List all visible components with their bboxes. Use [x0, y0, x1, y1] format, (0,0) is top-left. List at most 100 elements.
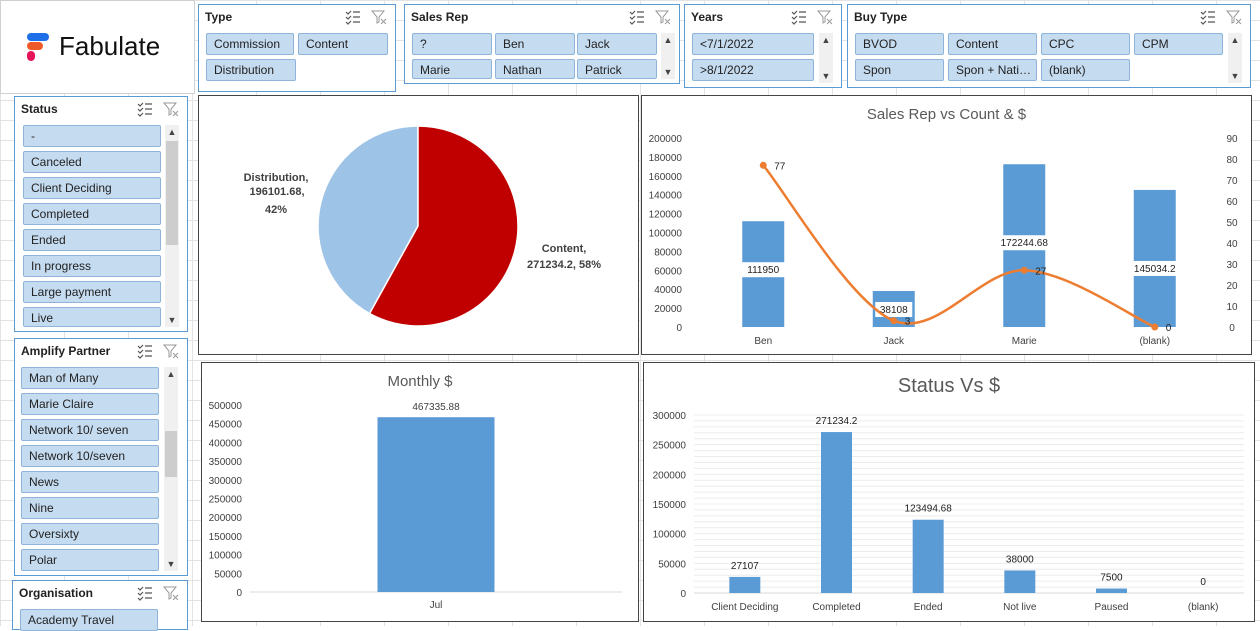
slicer-amplify-partner: Amplify Partner Man of Many Marie Claire…	[14, 338, 188, 576]
slicer-item[interactable]: Polar	[21, 549, 159, 571]
line-point	[1151, 323, 1159, 331]
slicer-item[interactable]: Large payment	[23, 281, 161, 303]
slicer-item[interactable]: BVOD	[855, 33, 944, 55]
clear-filter-icon[interactable]	[371, 9, 387, 25]
slicer-scrollbar[interactable]: ▲ ▼	[1228, 33, 1242, 83]
data-label: 0	[1200, 577, 1206, 588]
slicer-item[interactable]: Ben	[495, 33, 575, 55]
clear-filter-icon[interactable]	[1226, 9, 1242, 25]
scroll-thumb[interactable]	[166, 141, 178, 245]
slicer-item[interactable]: Oversixty	[21, 523, 159, 545]
clear-filter-icon[interactable]	[655, 9, 671, 25]
y-tick-label: 40000	[654, 285, 682, 296]
slicer-item[interactable]: Man of Many	[21, 367, 159, 389]
slicer-item[interactable]: Marie Claire	[21, 393, 159, 415]
slicer-organisation: Organisation Academy Travel	[12, 580, 188, 631]
multi-select-icon[interactable]	[137, 585, 153, 601]
data-label-box	[875, 301, 913, 317]
scroll-up-icon[interactable]: ▲	[1230, 35, 1240, 45]
data-label: 111950	[747, 265, 779, 276]
y-tick-label: 200000	[653, 470, 687, 481]
line-label: 3	[905, 317, 911, 328]
slicer-item[interactable]: Network 10/ seven	[21, 419, 159, 441]
slicer-item[interactable]: Patrick	[577, 59, 657, 79]
slicer-item[interactable]: <7/1/2022	[692, 33, 814, 55]
slicer-item[interactable]: >8/1/2022	[692, 59, 814, 81]
slicer-title: Organisation	[19, 586, 94, 600]
slicer-scrollbar[interactable]: ▲ ▼	[164, 367, 178, 571]
slicer-item[interactable]: Nine	[21, 497, 159, 519]
slicer-item[interactable]: CPM	[1134, 33, 1223, 55]
slicer-item[interactable]: Spon	[855, 59, 944, 81]
scroll-down-icon[interactable]: ▼	[821, 71, 831, 81]
scroll-up-icon[interactable]: ▲	[663, 35, 673, 45]
slicer-scrollbar[interactable]: ▲ ▼	[819, 33, 833, 83]
slicer-item[interactable]: Marie	[412, 59, 492, 79]
chart-title: Monthly $	[387, 373, 453, 390]
scroll-up-icon[interactable]: ▲	[166, 369, 176, 379]
clear-filter-icon[interactable]	[163, 585, 179, 601]
slicer-item[interactable]: Client Deciding	[23, 177, 161, 199]
clear-filter-icon[interactable]	[163, 343, 179, 359]
slicer-item[interactable]: Commission	[206, 33, 294, 55]
slicer-item[interactable]: In progress	[23, 255, 161, 277]
multi-select-icon[interactable]	[137, 343, 153, 359]
y-tick-label: 500000	[209, 401, 243, 412]
y-tick-label: 180000	[649, 153, 683, 164]
scroll-up-icon[interactable]: ▲	[167, 127, 177, 137]
clear-filter-icon[interactable]	[163, 101, 179, 117]
scroll-down-icon[interactable]: ▼	[1230, 71, 1240, 81]
slicer-item[interactable]: Ended	[23, 229, 161, 251]
y2-tick-label: 10	[1226, 302, 1238, 313]
slicer-scrollbar[interactable]: ▲ ▼	[165, 125, 179, 327]
y-tick-label: 140000	[649, 191, 683, 202]
chart-title: Status Vs $	[897, 375, 1001, 397]
y-tick-label: 200000	[209, 513, 243, 524]
slicer-item[interactable]: Distribution	[206, 59, 296, 81]
scroll-down-icon[interactable]: ▼	[663, 67, 673, 77]
scroll-thumb[interactable]	[165, 431, 177, 477]
clear-filter-icon[interactable]	[817, 9, 833, 25]
y2-tick-label: 50	[1226, 218, 1238, 229]
line-label: 27	[1035, 266, 1047, 277]
multi-select-icon[interactable]	[791, 9, 807, 25]
slicer-item[interactable]: Content	[298, 33, 388, 55]
slicer-item[interactable]: -	[23, 125, 161, 147]
slicer-item[interactable]: ?	[412, 33, 492, 55]
slicer-item[interactable]: Content	[948, 33, 1037, 55]
scroll-up-icon[interactable]: ▲	[821, 35, 831, 45]
status-chart-panel: Status Vs $ 300000 250000 200000 150000 1000…	[643, 362, 1255, 622]
slicer-sales-rep: Sales Rep ? Ben Jack Marie Nathan Patric…	[404, 4, 680, 84]
slicer-item[interactable]: CPC	[1041, 33, 1130, 55]
slicer-item[interactable]: Jack	[577, 33, 657, 55]
slicer-item[interactable]: Spon + Nati…	[948, 59, 1037, 81]
y-tick-label: 100000	[649, 229, 683, 240]
multi-select-icon[interactable]	[629, 9, 645, 25]
slicer-item[interactable]: Completed	[23, 203, 161, 225]
bar	[1004, 570, 1036, 593]
slicer-item[interactable]: Live	[23, 307, 161, 327]
y-tick-label: 100000	[653, 530, 687, 541]
slicer-item[interactable]: News	[21, 471, 159, 493]
pie-label-distribution: 42%	[265, 204, 287, 216]
slicer-scrollbar[interactable]: ▲ ▼	[661, 33, 675, 79]
slicer-item[interactable]: Nathan	[495, 59, 575, 79]
scroll-down-icon[interactable]: ▼	[166, 559, 176, 569]
slicer-item[interactable]: Academy Travel	[20, 609, 158, 631]
bar	[377, 417, 495, 592]
multi-select-icon[interactable]	[1200, 9, 1216, 25]
fabulate-logo-icon	[27, 33, 49, 61]
pie-label-content: 271234.2, 58%	[527, 259, 601, 271]
slicer-title: Type	[205, 10, 233, 24]
x-tick-label: Jack	[883, 336, 905, 347]
slicer-item[interactable]: Network 10/seven	[21, 445, 159, 467]
y-tick-label: 150000	[653, 500, 687, 511]
y-tick-label: 0	[236, 588, 242, 599]
slicer-item[interactable]: (blank)	[1041, 59, 1130, 81]
slicer-item[interactable]: Canceled	[23, 151, 161, 173]
slicer-title: Years	[691, 10, 724, 24]
multi-select-icon[interactable]	[345, 9, 361, 25]
scroll-down-icon[interactable]: ▼	[167, 315, 177, 325]
multi-select-icon[interactable]	[137, 101, 153, 117]
y-tick-label: 60000	[654, 266, 682, 277]
